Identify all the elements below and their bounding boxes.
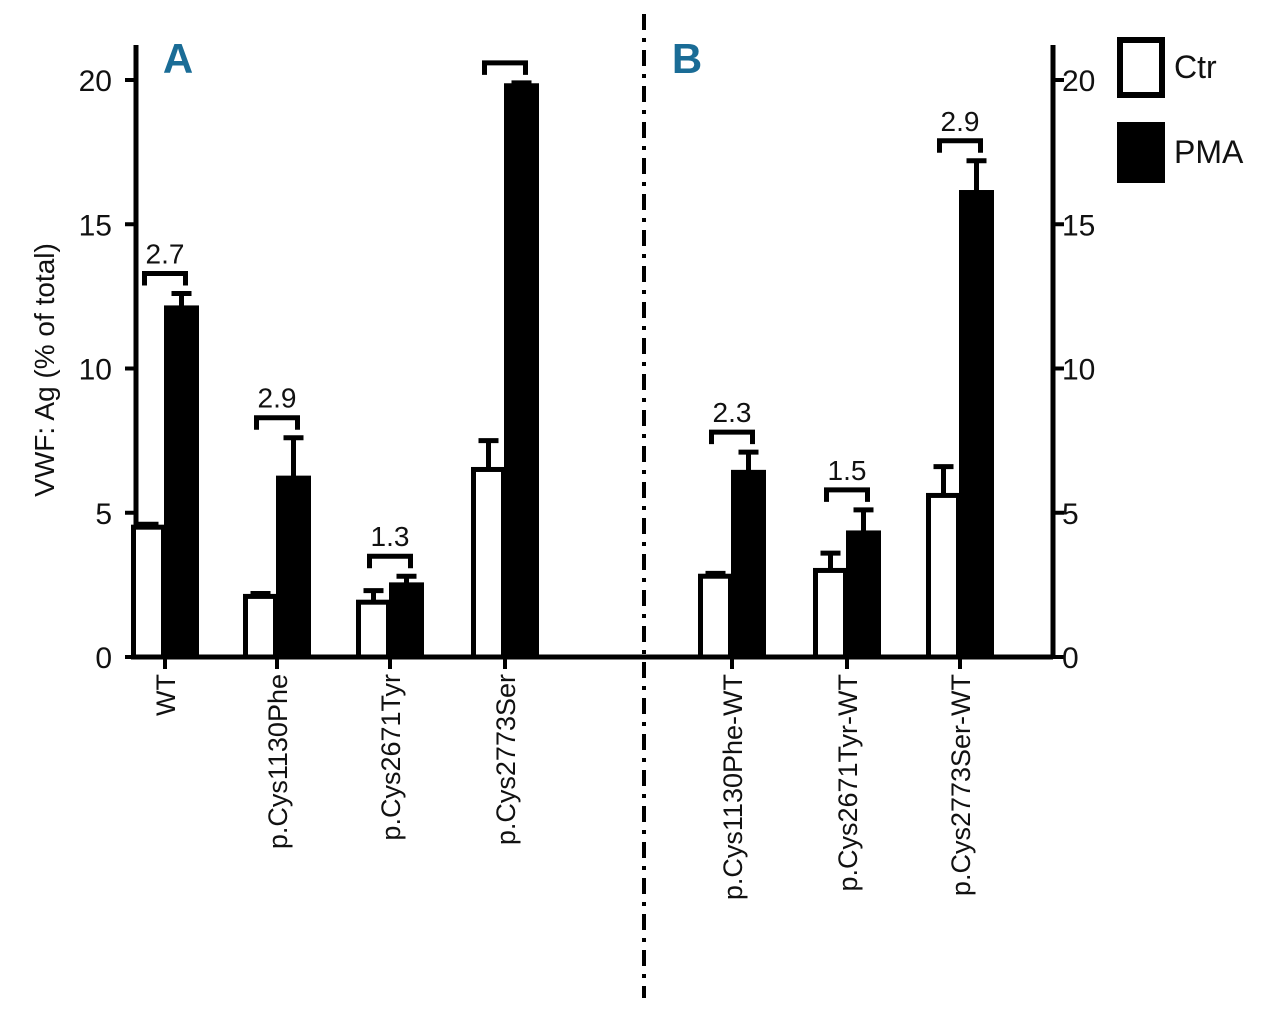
category-label: p.Cys1130Phe [263,674,293,849]
bar-pma [164,305,199,660]
bar-pma [846,530,881,660]
bar-ctr [813,567,848,660]
y-tick-label-right: 10 [1062,354,1095,387]
ratio-bracket [824,487,870,502]
ratio-label: 2.7 [146,238,185,269]
y-tick-label-left: 15 [79,209,112,242]
ratio-label: 1.5 [828,455,867,486]
bar-ctr [926,492,961,660]
ratio-bracket [709,429,755,445]
bar-pma [276,475,311,660]
legend-label-pma: PMA [1174,134,1244,170]
category-label: WT [151,674,181,716]
legend-swatch-pma [1117,122,1165,183]
panel-label-A: A [163,35,193,82]
bar-ctr [356,599,391,660]
bar-pma [504,83,539,660]
category-label: p.Cys2773Ser [491,674,521,845]
bar-pma [731,469,766,660]
bar-ctr [243,593,278,660]
ratio-label: 2.3 [713,397,752,428]
category-label: p.Cys2671Tyr-WT [833,674,863,892]
y-tick-label-left: 20 [79,65,112,98]
y-tick-label-right: 20 [1062,65,1095,98]
y-tick-label-right: 5 [1062,498,1079,531]
ratio-bracket [254,415,300,430]
bar-pma [959,190,994,660]
legend-label-ctr: Ctr [1174,49,1217,85]
category-label: p.Cys1130Phe-WT [718,674,748,900]
ratio-bracket [482,60,528,75]
legend-swatch-ctr [1117,37,1165,98]
category-label: p.Cys2671Tyr [376,674,406,841]
y-tick-label-left: 0 [95,642,112,675]
y-axis-label: VWF: Ag (% of total) [29,243,60,497]
bar-ctr [471,466,506,660]
y-tick-label-right: 15 [1062,209,1095,242]
bar-ctr [698,573,733,660]
ratio-label: 2.9 [258,383,297,414]
bar-pma [389,582,424,660]
panel-label-B: B [672,35,702,82]
ratio-label: 1.3 [371,521,410,552]
ratio-label: 2.9 [941,106,980,137]
y-tick-label-left: 5 [95,498,112,531]
ratio-bracket [142,270,188,286]
ratio-bracket [937,138,983,153]
ratio-bracket [367,553,413,569]
y-tick-label-right: 0 [1062,642,1079,675]
bar-ctr [131,524,166,660]
category-label: p.Cys2773Ser-WT [946,674,976,896]
y-tick-label-left: 10 [79,354,112,387]
